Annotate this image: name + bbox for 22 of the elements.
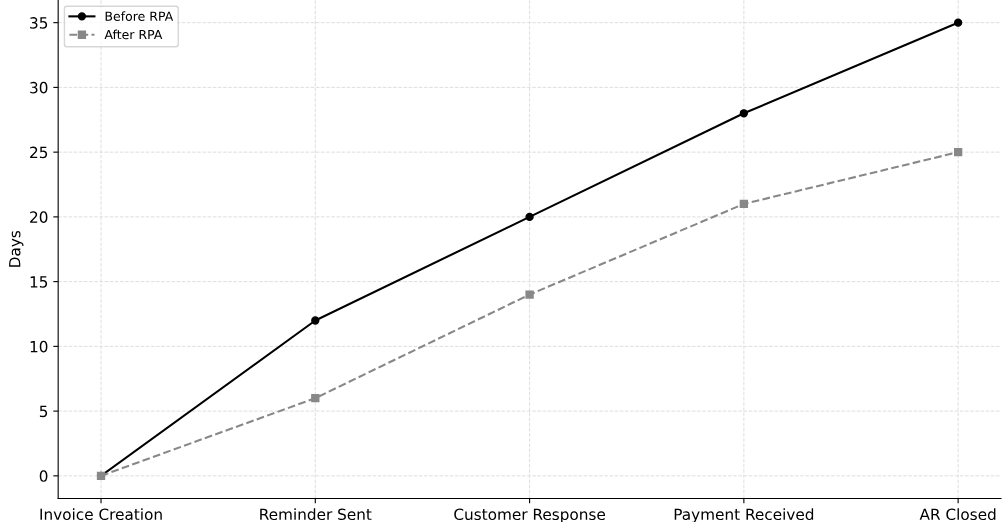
legend-label: After RPA: [104, 29, 163, 40]
y-tick-label: 0: [39, 470, 48, 482]
y-tick-label: 20: [30, 211, 48, 223]
legend-label: Before RPA: [105, 11, 174, 21]
point: [953, 147, 963, 157]
x-tick-label: Invoice Creation: [40, 508, 162, 521]
point: [311, 316, 320, 325]
y-tick-label: 10: [30, 340, 48, 353]
point: [525, 290, 534, 299]
x-tick-label: AR Closed: [919, 508, 996, 521]
y-axis-title: Days: [9, 230, 24, 267]
point: [311, 393, 320, 403]
x-tick-label: Reminder Sent: [260, 508, 372, 521]
y-tick-label: 15: [30, 276, 48, 288]
point: [953, 18, 963, 27]
y-tick-label: 5: [39, 405, 48, 418]
y-tick-label: 35: [30, 17, 48, 29]
point: [739, 109, 749, 118]
point: [739, 199, 749, 209]
y-tick-label: 25: [30, 146, 48, 159]
y-tick-label: 30: [30, 81, 48, 94]
point: [525, 212, 534, 222]
